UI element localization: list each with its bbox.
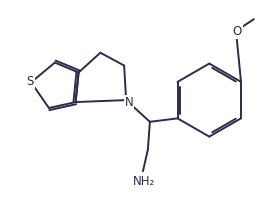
Text: S: S bbox=[26, 75, 34, 88]
Text: O: O bbox=[232, 26, 242, 38]
Text: N: N bbox=[125, 96, 134, 109]
Text: NH₂: NH₂ bbox=[133, 175, 155, 187]
